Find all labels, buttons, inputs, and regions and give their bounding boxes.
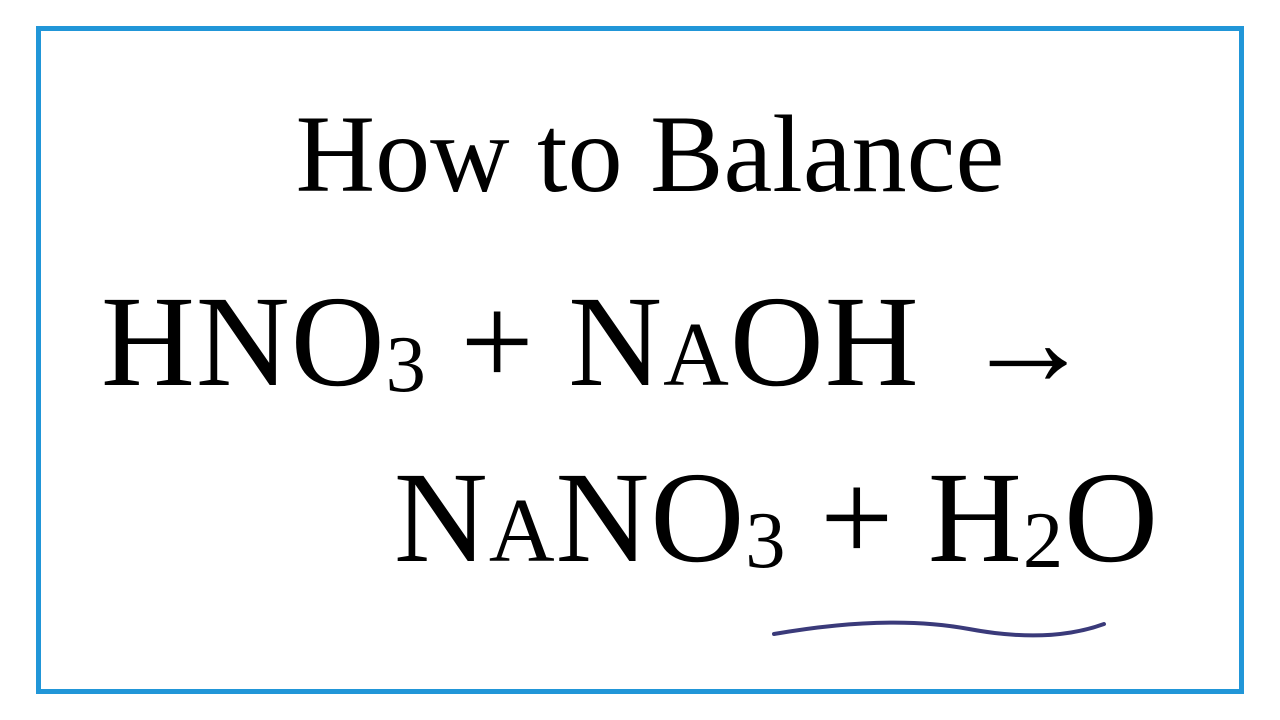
page-title: How to Balance	[101, 94, 1199, 215]
reaction-arrow-icon: →	[963, 255, 1094, 431]
underline-swoosh-icon	[769, 609, 1109, 649]
reactant-2: NaOH	[568, 270, 919, 414]
equation-products-line: NaNO3 + H2O	[101, 431, 1199, 607]
reactant-1: HNO3	[101, 270, 427, 414]
equation-reactants-line: HNO3 + NaOH →	[101, 255, 1199, 431]
content-frame: How to Balance HNO3 + NaOH → NaNO3 + H2O	[36, 26, 1244, 694]
product-1: NaNO3	[394, 446, 787, 590]
product-2: H2O	[928, 446, 1159, 590]
plus-2: +	[820, 446, 894, 590]
plus-1: +	[460, 270, 534, 414]
